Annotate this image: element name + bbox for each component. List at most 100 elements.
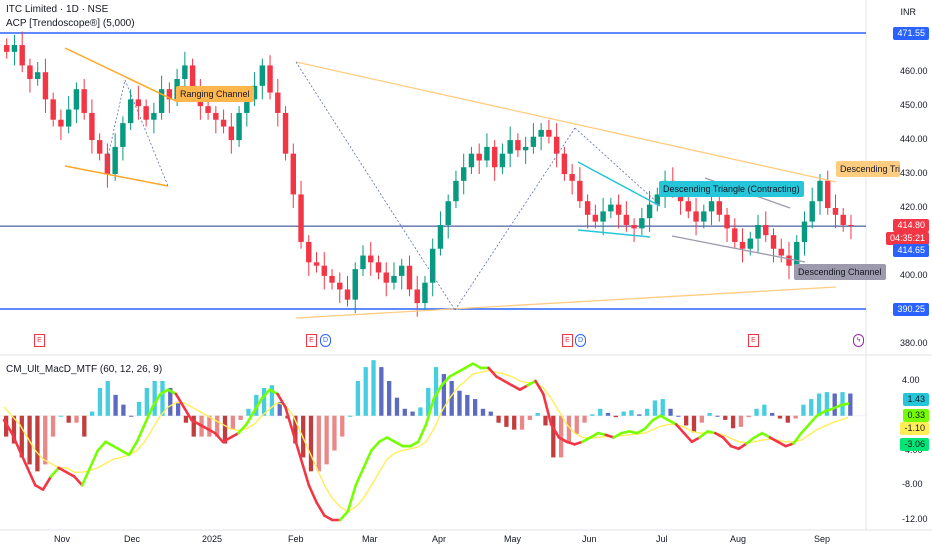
- pattern-line: [577, 161, 661, 207]
- macd-histogram-bar: [621, 411, 626, 416]
- macd-histogram-bar: [129, 415, 134, 417]
- macd-line-segment: [596, 431, 608, 437]
- macd-tick-label: -12.00: [902, 514, 928, 524]
- macd-histogram-bar: [410, 411, 415, 416]
- candle-body: [453, 180, 459, 202]
- candle-body: [600, 211, 606, 222]
- candle-body: [298, 194, 304, 242]
- dividend-event-icon[interactable]: D: [575, 334, 586, 347]
- macd-line-segment: [370, 440, 381, 452]
- candle-body: [34, 72, 41, 79]
- zigzag-line: [454, 127, 576, 311]
- macd-line-segment: [276, 392, 287, 409]
- macd-line-segment: [635, 427, 647, 435]
- macd-histogram-bar: [519, 415, 525, 430]
- macd-line-segment: [377, 436, 389, 444]
- candle-body: [112, 146, 118, 175]
- macd-histogram-bar: [246, 408, 251, 416]
- macd-line-segment: [291, 431, 303, 461]
- candle-body: [460, 167, 467, 181]
- macd-line-segment: [18, 449, 29, 470]
- macd-histogram-bar: [121, 404, 126, 416]
- candle-body: [763, 224, 769, 236]
- candle-body: [584, 201, 591, 215]
- macd-histogram-bar: [316, 415, 321, 472]
- candle-body: [259, 65, 266, 86]
- macd-histogram-bar: [441, 374, 447, 416]
- macd-histogram-bar: [449, 381, 454, 416]
- macd-histogram-bar: [707, 412, 712, 416]
- candle-body: [515, 140, 521, 151]
- candle-body: [27, 65, 33, 79]
- pattern-label-descending-channel[interactable]: Descending Channel: [794, 264, 886, 280]
- price-tick-label: 420.00: [900, 202, 928, 212]
- pattern-label-descending-triangle[interactable]: Descending Triangle: [836, 161, 900, 177]
- split-event-icon[interactable]: ϟ: [853, 334, 864, 347]
- price-tag: 414.65: [893, 244, 929, 258]
- macd-histogram-bar: [777, 415, 783, 419]
- candle-body: [631, 224, 637, 229]
- candle-body: [732, 228, 738, 242]
- macd-line-segment: [432, 384, 444, 400]
- candle-body: [205, 106, 211, 113]
- macd-histogram-bar: [824, 392, 830, 416]
- macd-line-segment: [815, 410, 827, 418]
- macd-line-segment: [612, 431, 623, 439]
- macd-line-segment: [73, 475, 84, 487]
- pattern-label-ranging-channel[interactable]: Ranging Channel: [176, 86, 254, 102]
- candle-body: [809, 201, 815, 222]
- pattern-label-descending-triangle-contracting[interactable]: Descending Triangle (Contracting): [659, 181, 804, 197]
- macd-line-segment: [260, 388, 272, 400]
- time-tick-label: Feb: [288, 534, 304, 544]
- macd-line-segment: [268, 388, 279, 396]
- time-tick-label: Jun: [582, 534, 597, 544]
- macd-histogram-bar: [324, 415, 329, 465]
- macd-histogram-bar: [136, 401, 142, 416]
- macd-title[interactable]: CM_Ult_MacD_MTF (60, 12, 26, 9): [6, 364, 163, 375]
- dividend-event-icon[interactable]: D: [320, 334, 331, 347]
- earnings-event-icon[interactable]: E: [748, 334, 759, 347]
- candle-body: [368, 255, 374, 263]
- macd-line-segment: [127, 440, 139, 457]
- candle-body: [445, 201, 451, 225]
- candle-body: [143, 106, 149, 120]
- earnings-event-icon[interactable]: E: [34, 334, 45, 347]
- macd-histogram-bar: [293, 415, 298, 444]
- macd-line-segment: [88, 449, 100, 470]
- macd-histogram-bar: [426, 387, 431, 416]
- candle-body: [546, 129, 552, 137]
- candle-body: [592, 214, 599, 222]
- candle-body: [476, 153, 482, 161]
- macd-line-segment: [573, 440, 584, 446]
- candle-body: [267, 65, 273, 93]
- macd-histogram-bar: [488, 411, 493, 416]
- macd-line-segment: [784, 442, 795, 448]
- candle-body: [654, 194, 661, 205]
- candle-body: [383, 272, 389, 283]
- macd-line-segment: [252, 397, 264, 413]
- price-tag: 471.55: [893, 27, 929, 40]
- macd-histogram-bar: [418, 407, 423, 416]
- candle-body: [344, 289, 351, 300]
- macd-histogram-bar: [574, 415, 579, 434]
- candle-body: [352, 269, 358, 300]
- time-tick-label: Aug: [730, 534, 747, 544]
- macd-line-segment: [792, 431, 803, 445]
- macd-histogram-bar: [816, 393, 822, 416]
- macd-line-segment: [729, 444, 741, 451]
- earnings-event-icon[interactable]: E: [306, 334, 317, 347]
- macd-histogram-bar: [848, 393, 853, 416]
- symbol-title[interactable]: ITC Limited · 1D · NSE: [6, 4, 109, 15]
- macd-histogram-bar: [43, 415, 48, 465]
- earnings-event-icon[interactable]: E: [562, 334, 573, 347]
- indicator-title[interactable]: ACP [Trendoscope®] (5,000): [6, 18, 135, 29]
- macd-line-segment: [143, 405, 154, 426]
- macd-line-segment: [112, 444, 123, 452]
- macd-line-segment: [839, 402, 850, 407]
- macd-line-segment: [510, 384, 522, 391]
- macd-histogram-bar: [699, 415, 704, 423]
- macd-histogram-bar: [160, 381, 165, 416]
- macd-histogram-bar: [598, 408, 603, 416]
- candle-body: [685, 201, 692, 212]
